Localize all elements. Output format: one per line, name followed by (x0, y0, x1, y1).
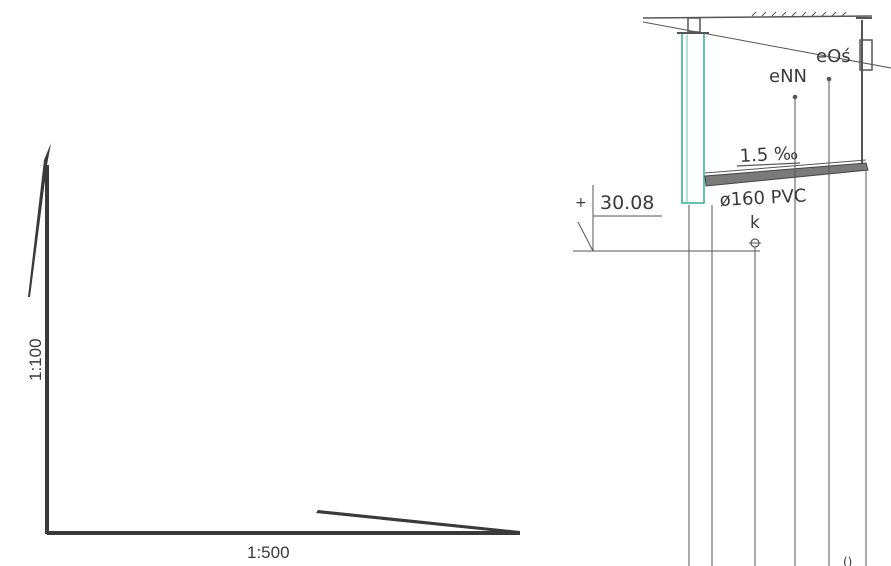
level-triangle-edge (577, 221, 594, 252)
enn-point (792, 94, 798, 100)
enn-label: eNN (769, 66, 807, 87)
scale-axes: 1:100 1:500 (26, 143, 520, 562)
top-slope-line (642, 21, 891, 69)
slope-label: 1.5 ‰ (739, 143, 799, 167)
ground-hatch (751, 11, 847, 17)
horizontal-scale-label: 1:500 (247, 543, 290, 562)
ground-line (642, 15, 873, 19)
sewer-pipe (704, 162, 869, 187)
pipe-label: ø160 PVC (719, 185, 807, 211)
horizontal-exaggeration-wedge (316, 510, 520, 534)
left-shaft (681, 32, 705, 204)
corner-mark: () (843, 555, 852, 566)
left-shaft-cap (687, 17, 701, 33)
point-k-label: k (750, 213, 760, 233)
eos-label: eOś (816, 46, 851, 67)
level-value: 30.08 (600, 192, 654, 214)
vertical-exaggeration-wedge (28, 143, 51, 297)
eos-point (826, 76, 832, 82)
pipe-top-line (704, 159, 867, 174)
section-labels: + 30.08 1.5 ‰ ø160 PVC k eNN eOś () (575, 46, 852, 566)
slope-underline (736, 162, 801, 167)
level-marker: + (575, 195, 587, 211)
section-drawing (573, 11, 891, 566)
right-chamber-cap (859, 39, 873, 71)
vertical-scale-label: 1:100 (26, 338, 45, 381)
